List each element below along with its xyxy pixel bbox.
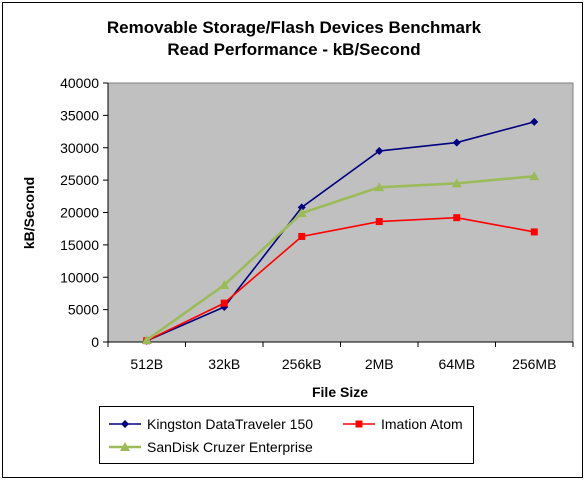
y-tick-label: 5000 <box>68 302 99 318</box>
plot-area <box>107 82 574 343</box>
legend-entry-imation-atom: Imation Atom <box>342 414 463 434</box>
series-layer <box>141 117 540 345</box>
data-point-kingston-datatraveler-150 <box>452 138 461 147</box>
y-tick-label: 15000 <box>60 237 99 253</box>
x-tick-label: 2MB <box>365 356 394 372</box>
series-line-kingston-datatraveler-150 <box>146 121 535 342</box>
data-point-sandisk-cruzer-enterprise <box>451 178 462 188</box>
data-point-imation-atom <box>298 232 306 240</box>
y-tick-label: 0 <box>91 334 99 350</box>
legend-entry-sandisk-cruzer-enterprise: SanDisk Cruzer Enterprise <box>108 437 313 457</box>
data-point-sandisk-cruzer-enterprise <box>529 171 540 181</box>
x-axis-ticks: 512B 32kB 256kB 2MB 64MB 256MB <box>107 342 574 372</box>
legend-label: Kingston DataTraveler 150 <box>147 416 314 432</box>
chart-svg: Removable Storage/Flash Devices Benchmar… <box>21 18 574 400</box>
x-tick-label: 256MB <box>512 356 556 372</box>
chart-title-line-2: Read Performance - kB/Second <box>167 40 420 59</box>
x-axis-title: File Size <box>312 384 368 400</box>
x-tick-label: 64MB <box>438 356 475 372</box>
y-tick-label: 35000 <box>60 107 99 123</box>
legend-swatch-diamond-icon <box>109 420 141 428</box>
y-tick-label: 25000 <box>60 172 99 188</box>
y-tick-label: 30000 <box>60 140 99 156</box>
data-point-sandisk-cruzer-enterprise <box>296 208 307 218</box>
data-point-kingston-datatraveler-150 <box>297 203 306 212</box>
data-point-imation-atom <box>530 228 538 236</box>
series-sandisk-cruzer-enterprise <box>141 171 540 345</box>
y-tick-label: 10000 <box>60 269 99 285</box>
legend-marker <box>355 420 363 428</box>
y-axis-ticks: 0 5000 10000 15000 20000 25000 30000 35000 40000 <box>60 75 108 350</box>
data-point-imation-atom <box>375 218 383 226</box>
legend-label: Imation Atom <box>381 416 463 432</box>
y-tick-label: 40000 <box>60 75 99 91</box>
series-line-imation-atom <box>146 216 535 342</box>
data-point-imation-atom <box>453 214 461 222</box>
x-tick-label: 256kB <box>282 356 322 372</box>
x-tick-label: 512B <box>130 356 163 372</box>
data-point-sandisk-cruzer-enterprise <box>141 335 152 345</box>
chart-title-line-1: Removable Storage/Flash Devices Benchmar… <box>107 18 482 37</box>
y-axis-title: kB/Second <box>21 177 37 249</box>
legend-entry-kingston-datatraveler-150: Kingston DataTraveler 150 <box>108 414 313 434</box>
legend-swatch-square-icon <box>343 420 375 428</box>
data-point-kingston-datatraveler-150 <box>375 146 384 155</box>
legend-label: SanDisk Cruzer Enterprise <box>147 439 313 455</box>
data-point-kingston-datatraveler-150 <box>530 117 539 126</box>
legend-marker <box>121 420 129 428</box>
legend-marker <box>120 442 130 451</box>
legend: Kingston DataTraveler 150 Imation Atom San… <box>99 406 474 464</box>
x-tick-label: 32kB <box>208 356 240 372</box>
y-tick-label: 20000 <box>60 205 99 221</box>
data-point-sandisk-cruzer-enterprise <box>219 280 230 290</box>
legend-swatch-triangle-icon <box>109 442 141 451</box>
data-point-imation-atom <box>220 299 228 307</box>
series-line-sandisk-cruzer-enterprise <box>145 174 535 342</box>
data-point-sandisk-cruzer-enterprise <box>374 182 385 192</box>
